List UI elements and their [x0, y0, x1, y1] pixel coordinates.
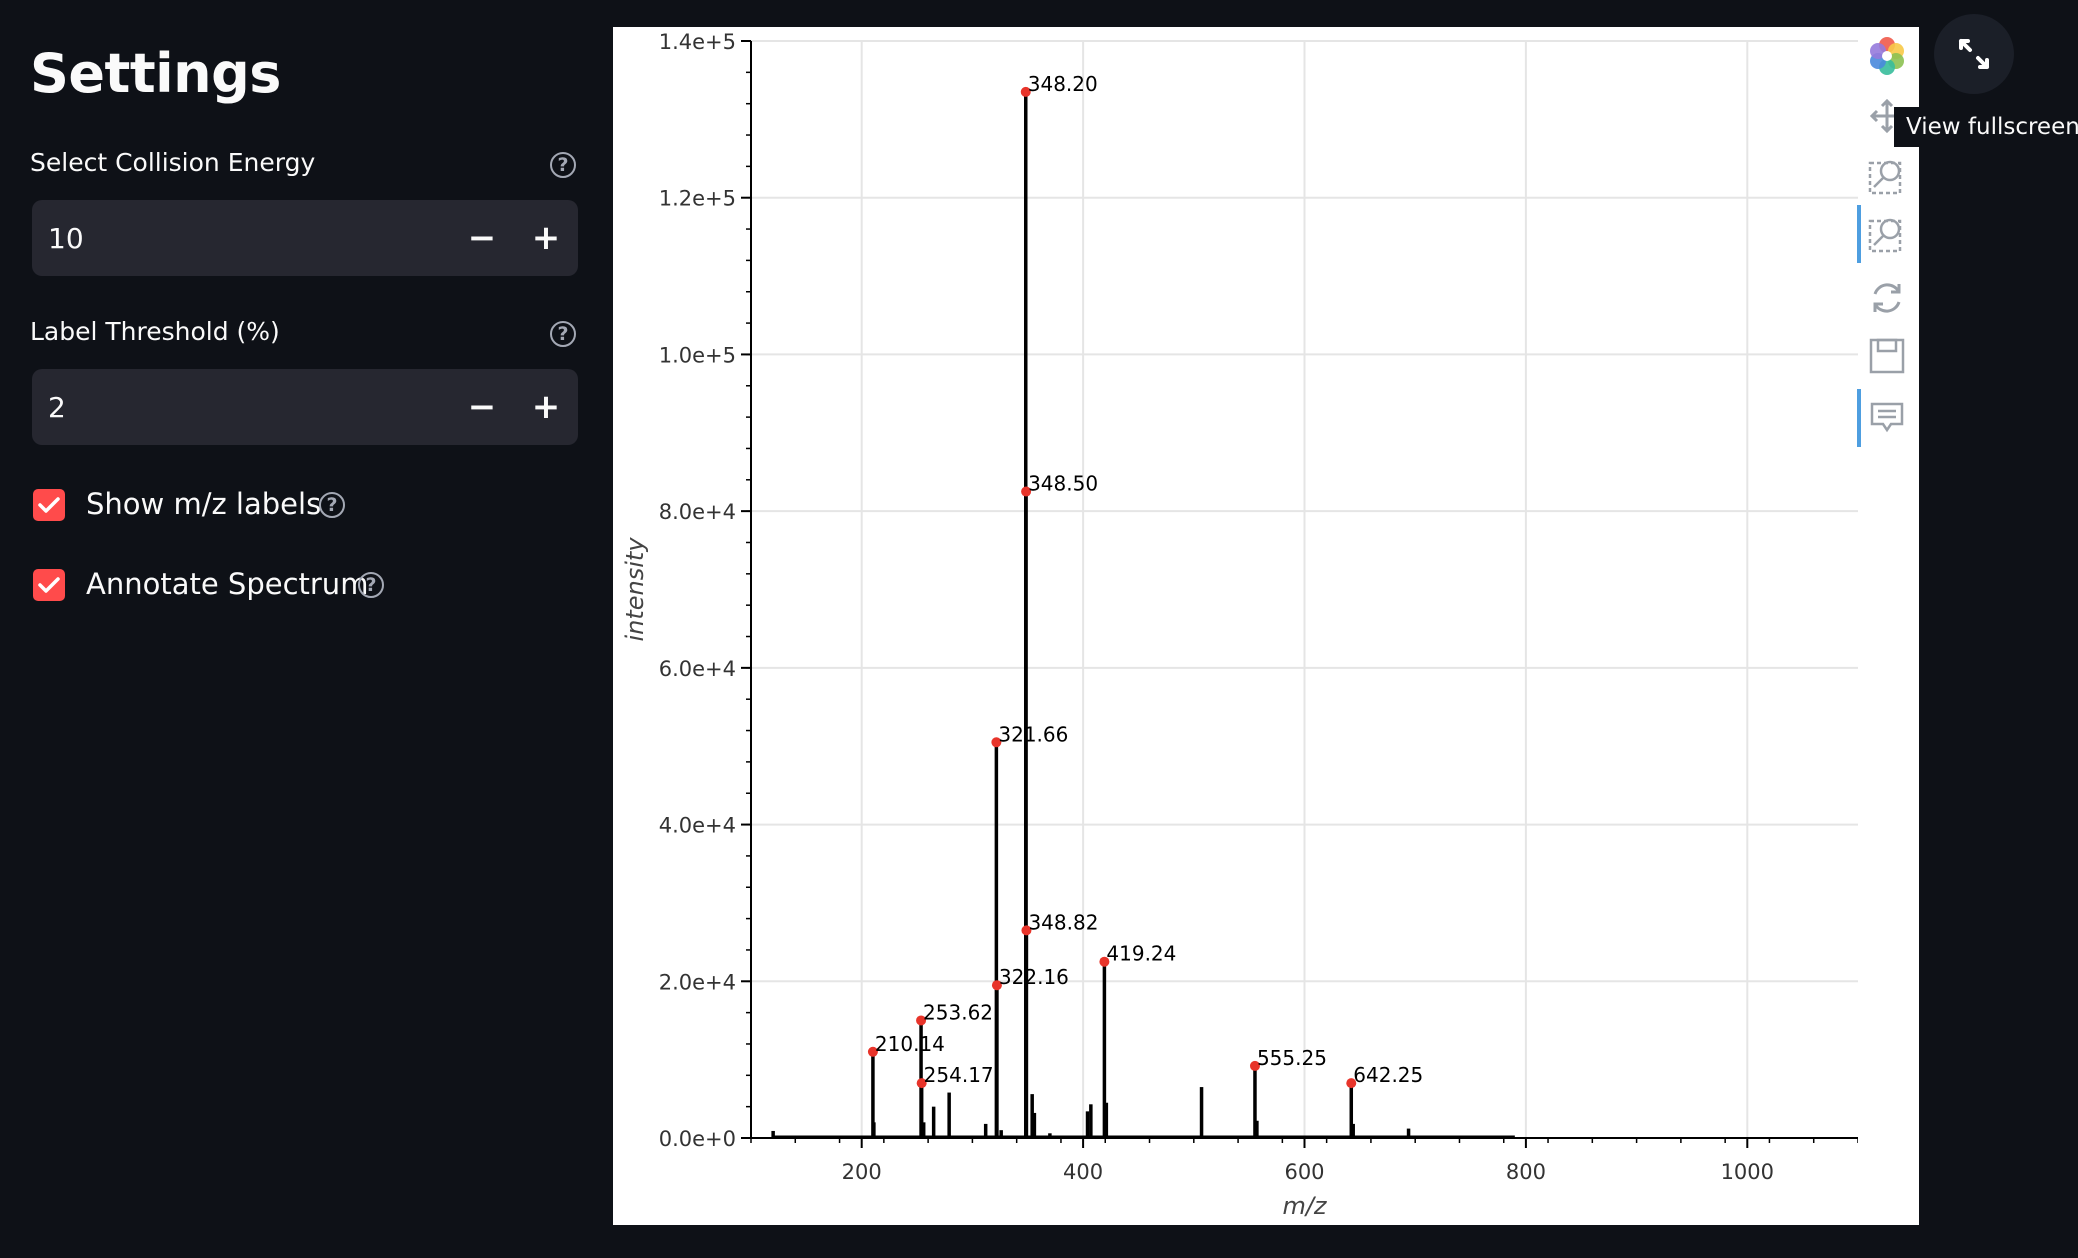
peak-marker	[991, 737, 1002, 748]
show-mz-labels-label[interactable]: Show m/z labels	[86, 487, 322, 521]
collision-energy-label: Select Collision Energy	[30, 148, 316, 177]
peak-marker	[916, 1015, 927, 1026]
peak-label: 348.20	[1028, 72, 1098, 96]
collision-energy-stepper: − +	[32, 200, 578, 276]
reset-icon[interactable]	[1866, 277, 1908, 319]
y-tick-label: 0.0e+0	[659, 1127, 736, 1151]
peak-marker	[1346, 1078, 1357, 1089]
x-tick-label: 1000	[1721, 1160, 1774, 1184]
x-tick-label: 800	[1506, 1160, 1546, 1184]
box-zoom-icon[interactable]	[1866, 155, 1908, 197]
peak-marker	[867, 1046, 878, 1057]
peak-marker	[991, 980, 1002, 991]
collision-energy-increment-button[interactable]: +	[531, 218, 561, 258]
collision-energy-help-icon[interactable]: ?	[550, 152, 576, 178]
bokeh-logo-icon[interactable]	[1866, 35, 1908, 77]
label-threshold-decrement-button[interactable]: −	[467, 387, 497, 427]
label-threshold-input[interactable]	[48, 369, 448, 445]
fullscreen-tooltip: View fullscreen	[1894, 107, 2078, 147]
peak-marker	[1020, 86, 1031, 97]
checkmark-icon	[38, 497, 60, 513]
peak-marker	[1021, 925, 1032, 936]
annotate-spectrum-checkbox[interactable]	[33, 569, 65, 601]
y-axis-title: intensity	[621, 537, 649, 642]
peak-label: 348.50	[1028, 472, 1098, 496]
peak-label: 321.66	[998, 722, 1068, 746]
x-tick-label: 600	[1284, 1160, 1324, 1184]
label-threshold-stepper: − +	[32, 369, 578, 445]
collision-energy-decrement-button[interactable]: −	[467, 218, 497, 258]
annotate-spectrum-help-icon[interactable]: ?	[358, 572, 384, 598]
wheel-zoom-icon[interactable]	[1866, 213, 1908, 255]
collision-energy-input[interactable]	[48, 200, 448, 276]
show-mz-labels-checkbox[interactable]	[33, 489, 65, 521]
sidebar-title: Settings	[30, 42, 281, 105]
peak-marker	[1099, 956, 1110, 967]
peak-label: 555.25	[1257, 1046, 1327, 1070]
y-tick-label: 1.0e+5	[659, 343, 736, 367]
peak-marker	[916, 1078, 927, 1089]
x-tick-label: 400	[1063, 1160, 1103, 1184]
y-tick-label: 6.0e+4	[659, 657, 736, 681]
annotate-spectrum-label[interactable]: Annotate Spectrum	[86, 567, 369, 601]
settings-sidebar: Settings Select Collision Energy ? − + L…	[0, 0, 600, 1258]
y-tick-label: 1.2e+5	[659, 187, 736, 211]
y-tick-label: 2.0e+4	[659, 970, 736, 994]
y-tick-label: 8.0e+4	[659, 500, 736, 524]
plot-toolbar	[1856, 27, 1919, 467]
y-tick-label: 1.4e+5	[659, 30, 736, 54]
expand-icon	[1959, 39, 1989, 69]
peak-label: 210.14	[875, 1032, 945, 1056]
show-mz-labels-help-icon[interactable]: ?	[319, 492, 345, 518]
peak-label: 254.17	[924, 1063, 994, 1087]
peak-marker	[1021, 486, 1032, 497]
y-tick-label: 4.0e+4	[659, 814, 736, 838]
label-threshold-help-icon[interactable]: ?	[550, 321, 576, 347]
x-tick-label: 200	[842, 1160, 882, 1184]
peak-label: 322.16	[999, 965, 1069, 989]
fullscreen-button[interactable]	[1934, 14, 2014, 94]
peak-label: 253.62	[923, 1000, 993, 1024]
peak-marker	[1249, 1060, 1260, 1071]
hover-active-indicator	[1857, 389, 1861, 447]
label-threshold-label: Label Threshold (%)	[30, 317, 280, 346]
peak-label: 348.82	[1028, 910, 1098, 934]
label-threshold-increment-button[interactable]: +	[531, 387, 561, 427]
mass-spectrum-chart[interactable]: 200 400 600 800 1000 0.0e+0 2.0e+4 4.0e+4 6.0e+4…	[613, 27, 1858, 1225]
checkmark-icon	[38, 577, 60, 593]
x-axis-title: m/z	[1282, 1192, 1327, 1220]
peak-label: 642.25	[1353, 1063, 1423, 1087]
peak-label: 419.24	[1106, 942, 1176, 966]
hover-icon[interactable]	[1866, 397, 1908, 439]
plot-panel	[613, 27, 1919, 1225]
save-icon[interactable]	[1866, 335, 1908, 377]
wheel-zoom-active-indicator	[1857, 205, 1861, 263]
